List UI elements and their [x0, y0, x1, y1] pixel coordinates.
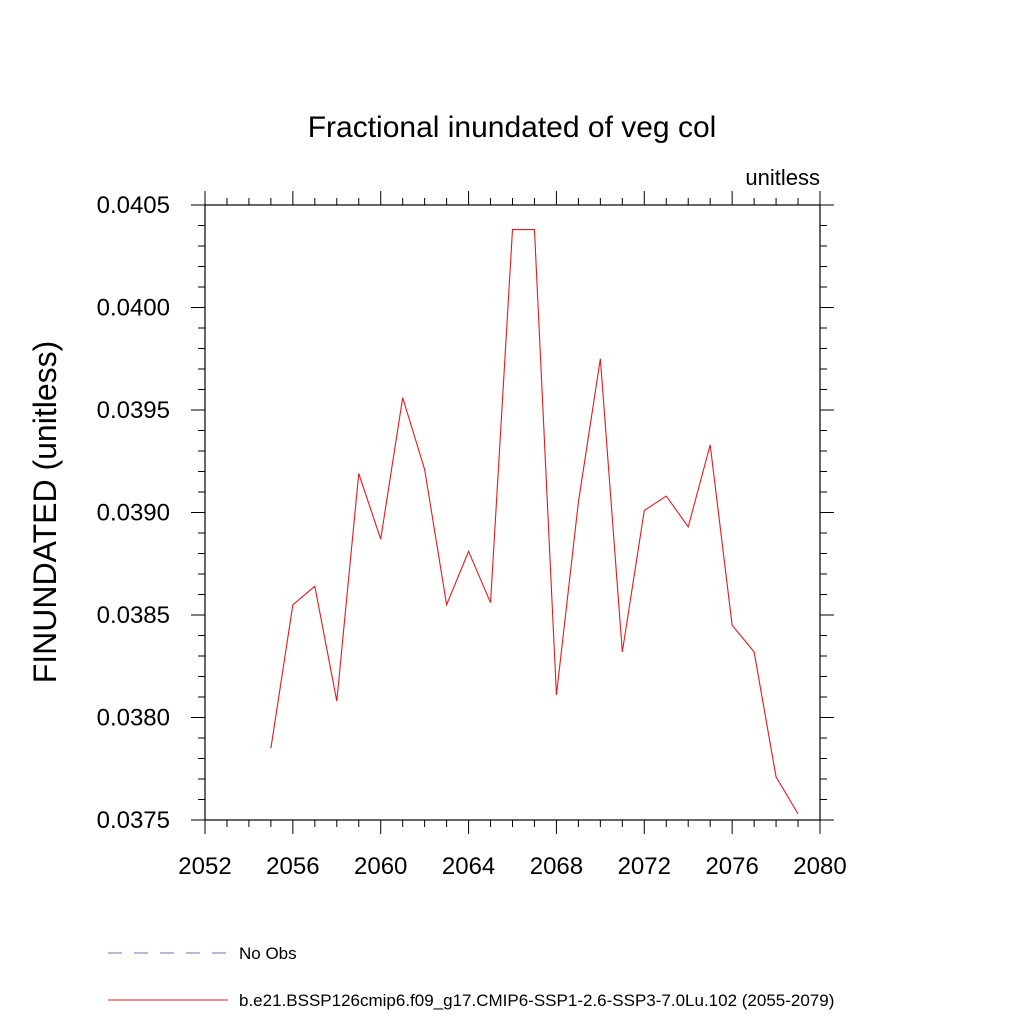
plot-frame [204, 204, 821, 821]
legend-label: b.e21.BSSP126cmip6.f09_g17.CMIP6-SSP1-2.… [239, 991, 834, 1010]
axis-ticks [191, 191, 834, 834]
x-tick-label: 2052 [178, 853, 231, 880]
x-tick-label: 2064 [442, 853, 495, 880]
y-tick-label: 0.0405 [97, 192, 170, 219]
y-tick-label: 0.0385 [97, 602, 170, 629]
legend-label: No Obs [239, 944, 297, 963]
series-lines [270, 229, 799, 815]
y-tick-label: 0.0400 [97, 295, 170, 322]
y-tick-labels: 0.0375 0.0380 0.0385 0.0390 0.0395 0.0400 0.04… [97, 192, 170, 834]
y-tick-label: 0.0390 [97, 500, 170, 527]
y-tick-label: 0.0395 [97, 397, 170, 424]
series-line [270, 229, 799, 815]
units-label: unitless [745, 165, 820, 190]
y-axis-label: FINUNDATED (unitless) [27, 341, 63, 684]
chart-title: Fractional inundated of veg col [308, 111, 717, 144]
x-tick-label: 2072 [618, 853, 671, 880]
x-tick-labels: 2052 2056 2060 2064 2068 2072 2076 2080 [178, 853, 846, 880]
y-tick-label: 0.0375 [97, 807, 170, 834]
y-tick-label: 0.0380 [97, 705, 170, 732]
legend: No Obs b.e21.BSSP126cmip6.f09_g17.CMIP6-S… [108, 944, 834, 1010]
x-tick-label: 2080 [793, 853, 846, 880]
x-tick-label: 2060 [354, 853, 407, 880]
x-tick-label: 2068 [530, 853, 583, 880]
x-tick-label: 2076 [705, 853, 758, 880]
x-tick-label: 2056 [266, 853, 319, 880]
